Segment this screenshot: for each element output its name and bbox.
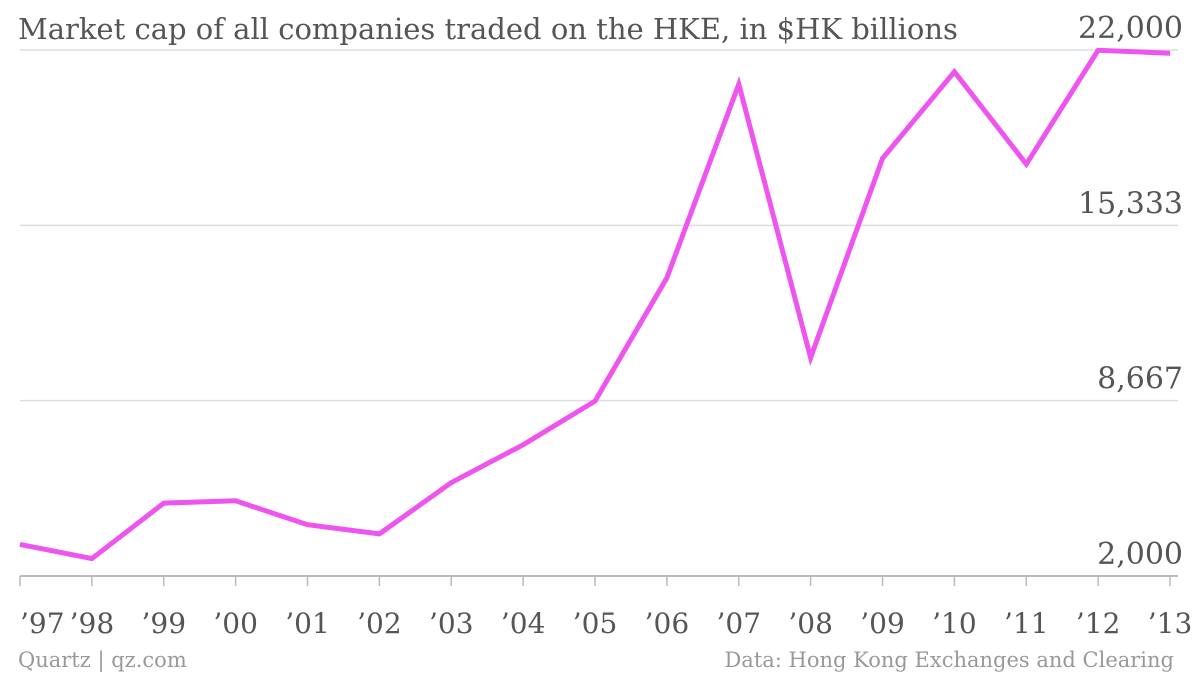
- x-tick-label: ’97: [20, 607, 65, 640]
- y-tick-label: 2,000: [1097, 537, 1183, 572]
- footer-credit: Quartz | qz.com: [18, 648, 187, 672]
- y-axis-labels: 2,000 8,667 15,333 22,000: [1078, 11, 1183, 572]
- x-axis: ’97’98 ’99 ’00 ’01 ’02 ’03 ’04 ’05 ’06 ’07 ’08 ’09 ’…: [19, 576, 1193, 640]
- x-tick-label: ’07: [716, 607, 761, 640]
- x-tick-label: ’08: [788, 607, 833, 640]
- series-layer: [19, 47, 1171, 562]
- x-tick-label: ’09: [860, 607, 905, 640]
- gridlines: [20, 49, 1178, 577]
- x-tick-label: ’99: [141, 607, 186, 640]
- x-tick-label: ’02: [357, 607, 402, 640]
- x-tick-label: ’98: [70, 607, 115, 640]
- x-tick-label: ’01: [285, 607, 330, 640]
- x-tick-label: ’00: [213, 607, 258, 640]
- x-tick-label: ’11: [1004, 607, 1049, 640]
- series-line: [19, 47, 1171, 562]
- x-tick-label: ’06: [645, 607, 690, 640]
- x-tick-label: ’13: [1148, 607, 1193, 640]
- y-tick-label: 22,000: [1078, 11, 1183, 46]
- x-tick-label: ’04: [501, 607, 546, 640]
- x-tick-label: ’12: [1076, 607, 1121, 640]
- x-tick-label: ’10: [932, 607, 977, 640]
- chart-title: Market cap of all companies traded on th…: [18, 12, 958, 46]
- x-tick-label: ’03: [429, 607, 474, 640]
- y-tick-label: 15,333: [1078, 186, 1183, 221]
- y-tick-label: 8,667: [1097, 362, 1183, 397]
- footer-source: Data: Hong Kong Exchanges and Clearing: [724, 648, 1174, 672]
- x-tick-label: ’05: [573, 607, 618, 640]
